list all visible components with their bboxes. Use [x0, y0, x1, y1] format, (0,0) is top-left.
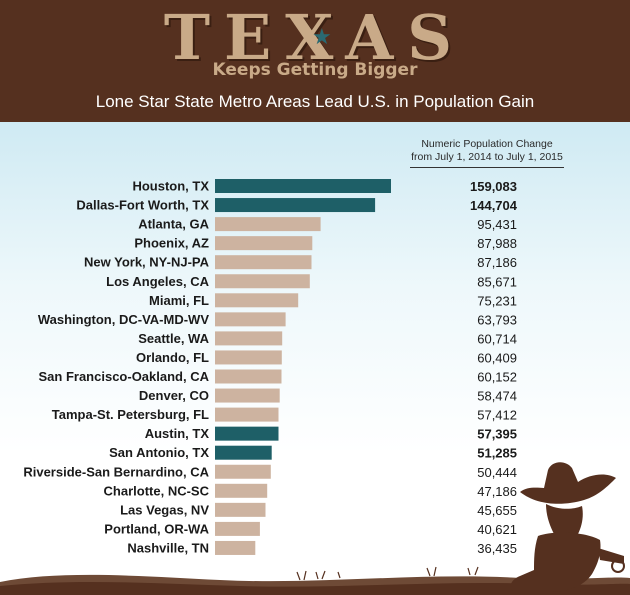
value-label: 75,231	[477, 293, 517, 308]
category-label: Dallas-Fort Worth, TX	[76, 198, 209, 213]
category-label: Seattle, WA	[138, 331, 209, 346]
value-label: 57,395	[477, 427, 517, 442]
value-label: 45,655	[477, 503, 517, 518]
category-label: Nashville, TN	[127, 540, 209, 555]
cowboy-silhouette-decoration	[510, 462, 625, 592]
value-column-header-line2: from July 1, 2014 to July 1, 2015	[411, 151, 563, 163]
tagline: Keeps Getting Bigger	[212, 60, 418, 80]
value-label: 87,988	[477, 236, 517, 251]
category-label: Miami, FL	[149, 293, 209, 308]
category-label: Austin, TX	[145, 426, 210, 441]
bar	[215, 293, 299, 308]
bar	[215, 388, 280, 403]
bar	[215, 445, 272, 460]
category-label: Phoenix, AZ	[134, 236, 209, 251]
bar	[215, 312, 286, 327]
category-label: Las Vegas, NV	[120, 502, 209, 517]
category-label: Portland, OR-WA	[104, 521, 209, 536]
bar	[215, 198, 376, 213]
bar	[215, 179, 391, 193]
grass-ground-decoration	[0, 566, 630, 595]
category-label: Riverside-San Bernardino, CA	[23, 464, 209, 479]
value-label: 85,671	[477, 274, 517, 289]
value-label: 50,444	[477, 465, 517, 480]
value-label: 63,793	[477, 312, 517, 327]
value-label: 58,474	[477, 389, 517, 404]
category-label: Tampa-St. Petersburg, FL	[52, 407, 209, 422]
bar	[215, 521, 260, 536]
category-label: Atlanta, GA	[138, 217, 209, 232]
category-label: Charlotte, NC-SC	[104, 483, 210, 498]
value-label: 60,152	[477, 370, 517, 385]
value-column-header: Numeric Population Change from July 1, 2…	[408, 138, 566, 164]
column-header-divider	[410, 167, 564, 168]
value-label: 95,431	[477, 217, 517, 232]
value-label: 47,186	[477, 484, 517, 499]
bar	[215, 255, 312, 270]
header-banner: TEXAS ★ Keeps Getting Bigger Lone Star S…	[0, 0, 630, 122]
category-label: New York, NY-NJ-PA	[84, 255, 210, 270]
category-label: Orlando, FL	[136, 350, 209, 365]
bar	[215, 502, 266, 517]
value-label: 144,704	[470, 198, 518, 213]
bar	[215, 274, 310, 289]
page-title: TEXAS	[163, 1, 467, 74]
value-label: 60,409	[477, 350, 517, 365]
bar	[215, 369, 282, 384]
category-label: Denver, CO	[139, 388, 209, 403]
value-column-header-line1: Numeric Population Change	[421, 138, 553, 150]
value-label: 36,435	[477, 541, 517, 556]
value-label: 51,285	[477, 446, 517, 461]
bar	[215, 464, 271, 479]
bar	[215, 331, 283, 346]
category-label: Washington, DC-VA-MD-WV	[38, 312, 209, 327]
bar	[215, 350, 282, 365]
value-label: 40,621	[477, 522, 517, 537]
value-label: 159,083	[470, 179, 517, 194]
bar	[215, 483, 268, 498]
chart-subtitle: Lone Star State Metro Areas Lead U.S. in…	[95, 92, 535, 111]
bar	[215, 407, 279, 422]
bar	[215, 236, 313, 251]
value-label: 60,714	[477, 331, 517, 346]
star-icon: ★	[312, 24, 332, 49]
category-label: San Antonio, TX	[109, 445, 209, 460]
category-label: San Francisco-Oakland, CA	[39, 369, 210, 384]
value-label: 87,186	[477, 255, 517, 270]
bar	[215, 540, 256, 555]
category-label: Houston, TX	[132, 179, 209, 194]
bar	[215, 217, 321, 232]
bar	[215, 426, 279, 441]
category-label: Los Angeles, CA	[106, 274, 209, 289]
value-label: 57,412	[477, 408, 517, 423]
